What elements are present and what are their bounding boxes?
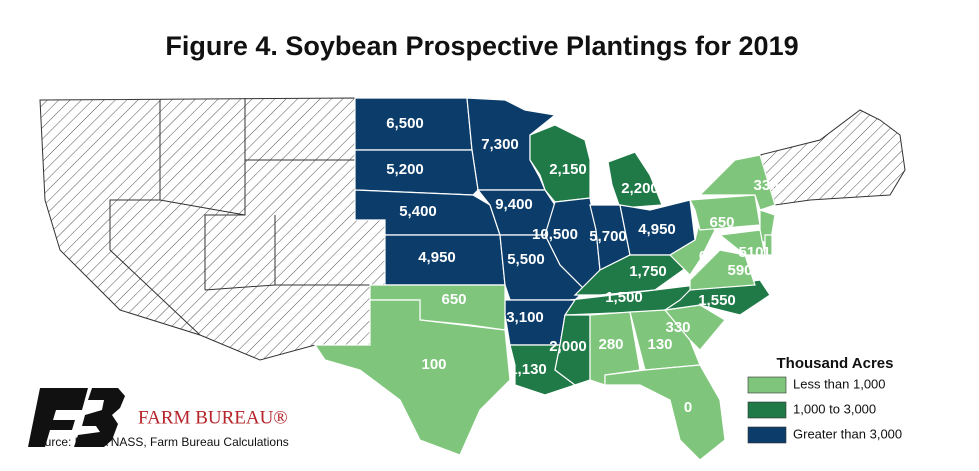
logo: FARM BUREAU® (28, 388, 288, 447)
state-value-label: 650 (441, 291, 466, 308)
state (354, 149, 479, 196)
logo-text: FARM BUREAU® (138, 407, 288, 428)
state (629, 309, 701, 371)
state-value-label: 1,130 (509, 361, 547, 378)
legend-title: Thousand Acres (777, 355, 894, 372)
state-value-label: 650 (709, 214, 734, 231)
new-england (759, 109, 906, 206)
state-value-label: 9,400 (495, 196, 533, 213)
state (669, 219, 716, 276)
legend: Thousand Acres Less than 1,000 1,000 to 3… (747, 355, 902, 444)
state-value-label: 1,550 (698, 292, 736, 309)
state (313, 299, 511, 456)
state (689, 249, 756, 291)
unreported-states (39, 97, 906, 361)
state-value-label: 3,100 (506, 309, 544, 326)
state-value-label: 330 (665, 319, 690, 336)
state (698, 154, 776, 211)
state-value-label: 130 (647, 336, 672, 353)
state-value-label: 2,150 (549, 161, 587, 178)
legend-label: 1,000 to 3,000 (793, 401, 876, 416)
state-value-label: 590 (727, 262, 752, 279)
state-value-label: 6,500 (386, 115, 424, 132)
state-value-label: 5,700 (589, 228, 627, 245)
source: Source: USDA NASS, Farm Bureau Calculati… (30, 435, 289, 449)
legend-swatch (747, 376, 787, 394)
legend-swatch (747, 426, 787, 444)
state (607, 151, 663, 209)
state-value-label: 5,400 (399, 203, 437, 220)
state-border (204, 284, 276, 291)
state-value-label: 10,500 (532, 226, 578, 243)
state-value-label: 170 (762, 244, 787, 261)
legend-label: Greater than 3,000 (793, 426, 902, 441)
state-value-label: 510 (738, 244, 763, 261)
state-value-label: 1,750 (629, 263, 667, 280)
logo-f (28, 388, 88, 447)
state-value-label: 7,300 (481, 136, 519, 153)
state-value-label: 1,500 (605, 289, 643, 306)
state-value-label: 4,950 (418, 249, 456, 266)
states (313, 97, 776, 461)
state-value-label: 100 (421, 356, 446, 373)
state-value-label: 5,500 (507, 251, 545, 268)
state-border (109, 100, 201, 336)
state-value-label: 0 (684, 399, 692, 416)
state-value-label: 280 (598, 336, 623, 353)
state (689, 194, 761, 231)
state-border (204, 98, 246, 290)
legend-label: Less than 1,000 (793, 376, 886, 391)
state-value-label: 2,200 (621, 180, 659, 197)
state-value-label: 0 (699, 248, 707, 265)
title: Figure 4. Soybean Prospective Plantings … (165, 31, 798, 61)
state (604, 364, 726, 461)
state-value-label: 97 (790, 223, 807, 240)
state-value-label: 4,950 (638, 221, 676, 238)
state-border (159, 159, 355, 216)
state-value-label: 2,000 (549, 338, 587, 355)
western-states (39, 97, 386, 361)
legend-swatch (747, 401, 787, 419)
logo-b (74, 388, 125, 447)
state (764, 234, 773, 256)
state-value-label: 330 (753, 177, 778, 194)
state-labels: 6,500 7,300 5,200 2,150 2,200 5,400 9,400 10,50… (386, 115, 806, 416)
state-value-label: 5,200 (386, 161, 424, 178)
